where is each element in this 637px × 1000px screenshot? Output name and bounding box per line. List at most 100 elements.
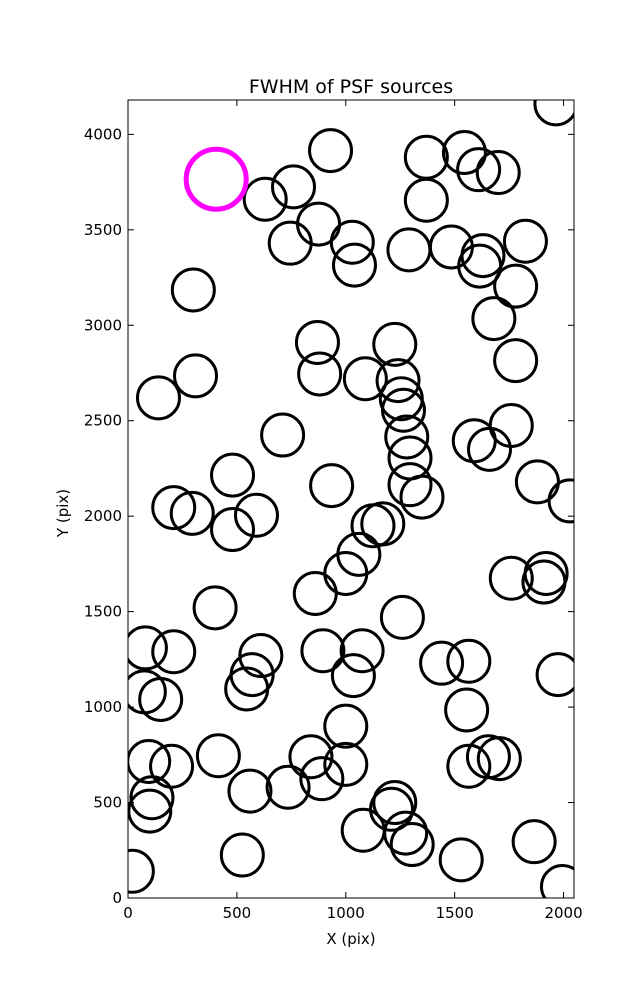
source-marker (219, 832, 265, 878)
y-tick-label: 3500 (84, 221, 122, 239)
source-marker (457, 243, 503, 289)
y-tick-label: 1500 (84, 603, 122, 621)
source-marker (329, 219, 375, 265)
y-axis-label: Y (pix) (54, 489, 72, 538)
source-marker (533, 100, 574, 127)
source-marker (323, 703, 369, 749)
source-marker (135, 375, 181, 421)
source-marker (128, 848, 155, 894)
source-marker (384, 414, 430, 460)
source-marker (476, 736, 522, 782)
source-marker (547, 478, 574, 524)
source-marker (265, 764, 311, 810)
source-marker (294, 319, 340, 365)
points-layer (128, 100, 574, 898)
y-tick-label: 500 (93, 794, 122, 812)
source-marker (342, 356, 388, 402)
source-marker (403, 177, 449, 223)
source-marker (300, 628, 346, 674)
x-axis-label: X (pix) (326, 930, 375, 948)
source-marker (128, 739, 172, 784)
source-marker (149, 743, 195, 789)
source-marker (340, 807, 386, 853)
source-marker (511, 819, 557, 865)
source-marker (170, 267, 216, 313)
source-marker (210, 507, 256, 553)
y-tick-label: 1000 (84, 698, 122, 716)
source-marker (233, 492, 279, 538)
source-marker (271, 164, 317, 210)
source-marker (535, 652, 574, 698)
source-marker (242, 176, 288, 222)
source-marker (386, 227, 432, 273)
source-marker (309, 463, 355, 509)
source-marker (292, 571, 338, 616)
source-marker (380, 387, 426, 433)
source-marker (308, 128, 354, 174)
source-marker (299, 756, 345, 802)
plot-frame (127, 99, 575, 899)
x-tick-label: 0 (123, 904, 133, 922)
source-marker (446, 743, 492, 789)
source-marker (419, 640, 465, 686)
source-marker (331, 242, 377, 288)
y-tick-label: 4000 (84, 125, 122, 143)
source-marker (403, 134, 449, 180)
source-marker (151, 629, 197, 675)
source-marker (521, 559, 567, 605)
source-marker (502, 218, 548, 264)
source-marker (267, 220, 313, 266)
source-marker (488, 555, 534, 601)
source-marker (129, 775, 175, 821)
source-marker (128, 788, 173, 834)
source-marker (192, 585, 238, 631)
source-marker (514, 459, 560, 505)
source-marker (383, 810, 429, 856)
source-marker (323, 741, 369, 787)
source-marker (438, 837, 484, 883)
source-marker (323, 550, 369, 596)
source-marker (260, 412, 306, 458)
source-marker (173, 353, 219, 399)
source-marker (138, 676, 184, 722)
source-marker (475, 150, 521, 196)
source-marker (151, 485, 197, 531)
source-marker (539, 864, 574, 898)
source-marker (227, 768, 273, 814)
source-marker (372, 321, 418, 367)
source-marker (128, 625, 168, 671)
source-marker (446, 638, 492, 684)
y-tick-label: 0 (112, 889, 122, 907)
source-marker (169, 490, 215, 536)
axes-layer: 0 500 1000 1500 2000 0 500 1000 1500 2000 2500 3000… (84, 99, 583, 922)
source-marker (428, 224, 474, 270)
source-marker (399, 474, 445, 520)
x-tick-label: 500 (223, 904, 252, 922)
chart-title: FWHM of PSF sources (249, 76, 453, 98)
source-marker (224, 666, 270, 712)
source-marker (456, 147, 502, 193)
x-tick-label: 2000 (544, 904, 582, 922)
source-marker (379, 594, 425, 640)
source-marker (488, 403, 534, 448)
source-marker (339, 628, 385, 674)
y-tick-label: 2500 (84, 412, 122, 430)
source-marker (493, 338, 539, 384)
source-marker (296, 201, 342, 247)
source-marker (471, 296, 517, 342)
source-marker (360, 501, 406, 547)
source-marker (387, 462, 433, 508)
x-tick-label: 1500 (436, 904, 474, 922)
source-marker (297, 351, 343, 397)
y-tick-label: 2000 (84, 507, 122, 525)
source-marker (493, 263, 539, 309)
source-marker (444, 687, 490, 733)
y-tick-label: 3000 (84, 316, 122, 334)
source-marker (195, 733, 241, 779)
source-marker (330, 653, 376, 699)
source-marker (288, 734, 334, 780)
source-marker (210, 452, 256, 498)
source-marker (372, 780, 418, 826)
source-marker (238, 633, 284, 679)
